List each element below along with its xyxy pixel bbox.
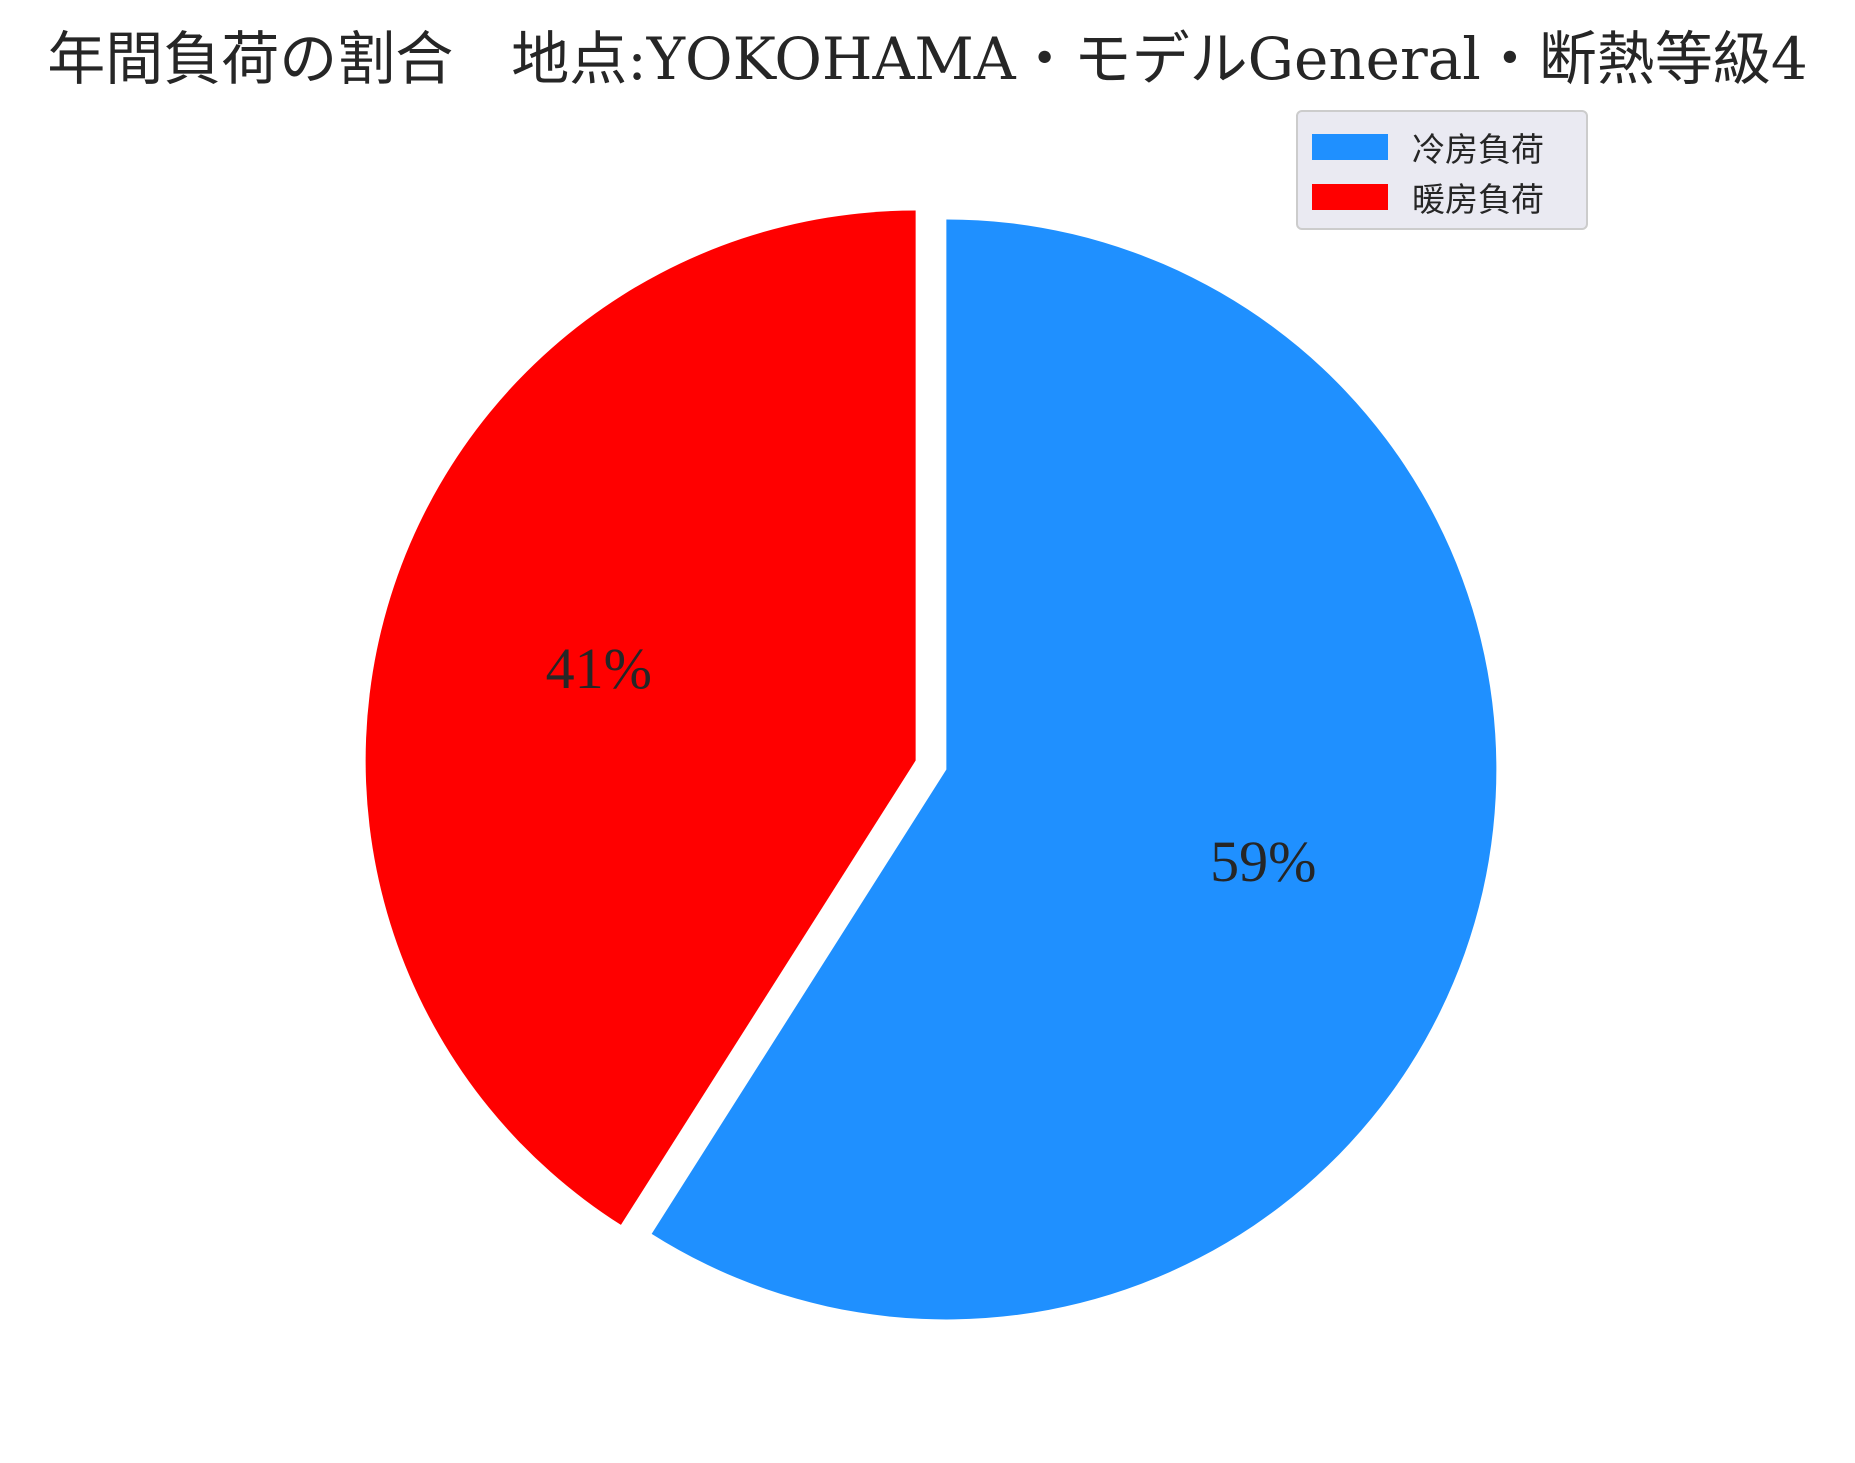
legend-swatch-heating [1312, 184, 1388, 210]
legend-item-cooling: 冷房負荷 [1298, 122, 1586, 172]
chart-title: 年間負荷の割合 地点:YOKOHAMA・モデルGeneral・断熱等級4 [47, 25, 1808, 93]
legend-label-cooling: 冷房負荷 [1412, 130, 1544, 169]
slice-label-cooling: 59% [1210, 829, 1316, 894]
pie-labels: 59% 41% [546, 636, 1317, 894]
slice-cooling [651, 219, 1497, 1320]
legend-item-heating: 暖房負荷 [1298, 172, 1586, 222]
slice-heating [365, 210, 916, 1225]
legend-label-heating: 暖房負荷 [1412, 180, 1544, 219]
legend: 冷房負荷 暖房負荷 [1296, 110, 1588, 230]
slice-label-heating: 41% [546, 636, 652, 701]
pie-slices [365, 210, 1497, 1320]
legend-swatch-cooling [1312, 134, 1388, 160]
